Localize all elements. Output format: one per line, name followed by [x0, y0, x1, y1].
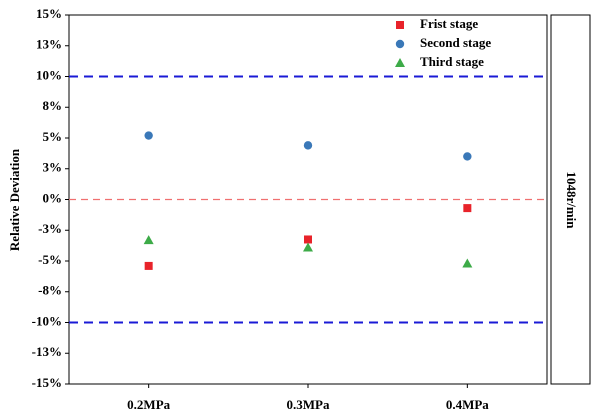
y-tick-label: 3%: [43, 160, 63, 175]
y-tick-label: -13%: [32, 344, 62, 359]
data-point: [304, 235, 312, 244]
y-tick-label: 5%: [43, 129, 63, 144]
data-point: [143, 235, 154, 245]
y-tick-label: 15%: [36, 6, 62, 21]
side-panel: [550, 14, 591, 385]
data-point: [144, 261, 153, 270]
y-tick-label: -8%: [38, 283, 62, 298]
data-point: [462, 258, 473, 268]
x-tick-label: 0.2MPa: [127, 397, 170, 412]
data-point: [303, 242, 313, 252]
y-tick-label: -3%: [38, 221, 62, 236]
y-tick-label: 10%: [36, 67, 62, 82]
y-tick-label: 8%: [43, 98, 63, 113]
legend-marker: [395, 39, 405, 49]
y-tick-label: -15%: [32, 375, 62, 390]
side-label: 1048r/min: [564, 171, 579, 229]
legend-label: Third stage: [420, 54, 484, 69]
y-axis-label: Relative Deviation: [7, 148, 22, 251]
data-point: [144, 131, 153, 140]
legend-label: Frist stage: [420, 16, 478, 31]
x-tick-label: 0.3MPa: [287, 397, 330, 412]
legend-marker: [396, 21, 404, 29]
data-point: [463, 204, 472, 213]
y-tick-label: -10%: [32, 313, 62, 328]
x-tick-label: 0.4MPa: [446, 397, 489, 412]
legend-marker: [395, 58, 405, 67]
y-tick-label: -5%: [38, 252, 62, 267]
plot-frame: [68, 14, 548, 385]
y-tick-label: 0%: [43, 190, 63, 205]
data-point: [463, 152, 472, 161]
data-point: [303, 141, 313, 150]
legend-label: Second stage: [420, 35, 491, 50]
y-tick-label: 13%: [36, 37, 62, 52]
